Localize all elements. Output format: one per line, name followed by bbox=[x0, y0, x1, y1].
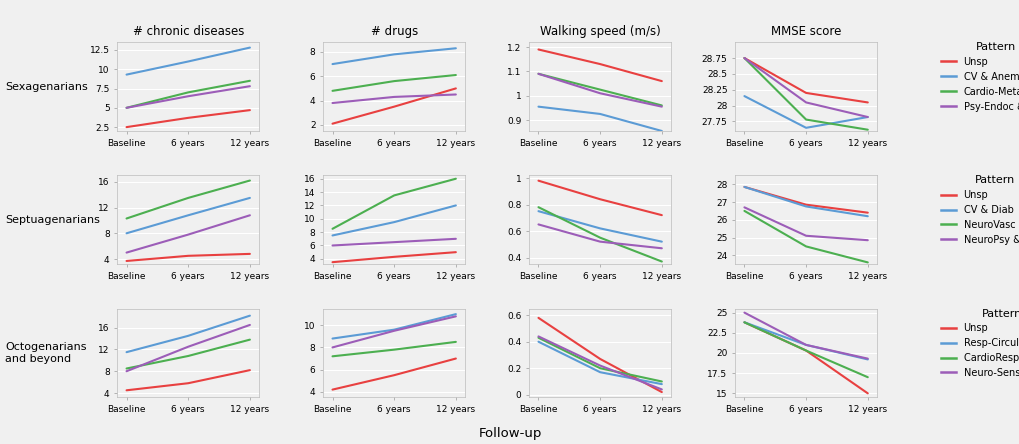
Text: Follow-up: Follow-up bbox=[478, 427, 541, 440]
Text: Octogenarians
and beyond: Octogenarians and beyond bbox=[5, 342, 87, 364]
Title: Walking speed (m/s): Walking speed (m/s) bbox=[539, 25, 660, 38]
Legend: Unsp, CV & Anemia, Cardio-Meta, Psy-Endoc & Sens: Unsp, CV & Anemia, Cardio-Meta, Psy-Endo… bbox=[941, 42, 1019, 111]
Text: Sexagenarians: Sexagenarians bbox=[5, 82, 88, 91]
Title: # drugs: # drugs bbox=[370, 25, 418, 38]
Legend: Unsp, Resp-Circula & Skin, CardioResp & Neuro, Neuro-Sens: Unsp, Resp-Circula & Skin, CardioResp & … bbox=[941, 309, 1019, 378]
Legend: Unsp, CV & Diab, NeuroVasc & Skin, NeuroPsy & Sens: Unsp, CV & Diab, NeuroVasc & Skin, Neuro… bbox=[941, 175, 1019, 245]
Title: # chronic diseases: # chronic diseases bbox=[132, 25, 244, 38]
Title: MMSE score: MMSE score bbox=[770, 25, 841, 38]
Text: Septuagenarians: Septuagenarians bbox=[5, 215, 100, 225]
